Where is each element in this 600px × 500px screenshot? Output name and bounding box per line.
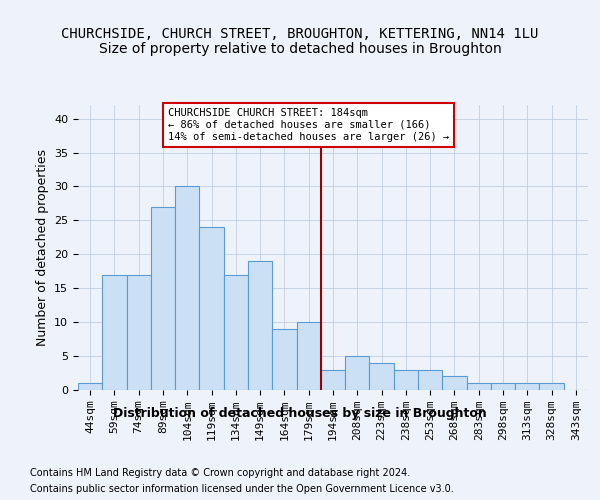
Bar xyxy=(272,329,296,390)
Bar xyxy=(248,261,272,390)
Bar xyxy=(394,370,418,390)
Text: Contains HM Land Registry data © Crown copyright and database right 2024.: Contains HM Land Registry data © Crown c… xyxy=(30,468,410,477)
Bar xyxy=(151,207,175,390)
Y-axis label: Number of detached properties: Number of detached properties xyxy=(35,149,49,346)
Bar xyxy=(102,274,127,390)
Bar xyxy=(467,383,491,390)
Bar xyxy=(418,370,442,390)
Bar xyxy=(321,370,345,390)
Bar xyxy=(491,383,515,390)
Bar xyxy=(199,227,224,390)
Bar xyxy=(78,383,102,390)
Bar xyxy=(539,383,564,390)
Bar xyxy=(175,186,199,390)
Text: Size of property relative to detached houses in Broughton: Size of property relative to detached ho… xyxy=(98,42,502,56)
Text: Contains public sector information licensed under the Open Government Licence v3: Contains public sector information licen… xyxy=(30,484,454,494)
Bar xyxy=(296,322,321,390)
Text: CHURCHSIDE CHURCH STREET: 184sqm
← 86% of detached houses are smaller (166)
14% : CHURCHSIDE CHURCH STREET: 184sqm ← 86% o… xyxy=(168,108,449,142)
Bar xyxy=(442,376,467,390)
Bar xyxy=(515,383,539,390)
Bar xyxy=(127,274,151,390)
Bar xyxy=(224,274,248,390)
Bar xyxy=(370,363,394,390)
Text: CHURCHSIDE, CHURCH STREET, BROUGHTON, KETTERING, NN14 1LU: CHURCHSIDE, CHURCH STREET, BROUGHTON, KE… xyxy=(61,28,539,42)
Bar xyxy=(345,356,370,390)
Text: Distribution of detached houses by size in Broughton: Distribution of detached houses by size … xyxy=(113,408,487,420)
